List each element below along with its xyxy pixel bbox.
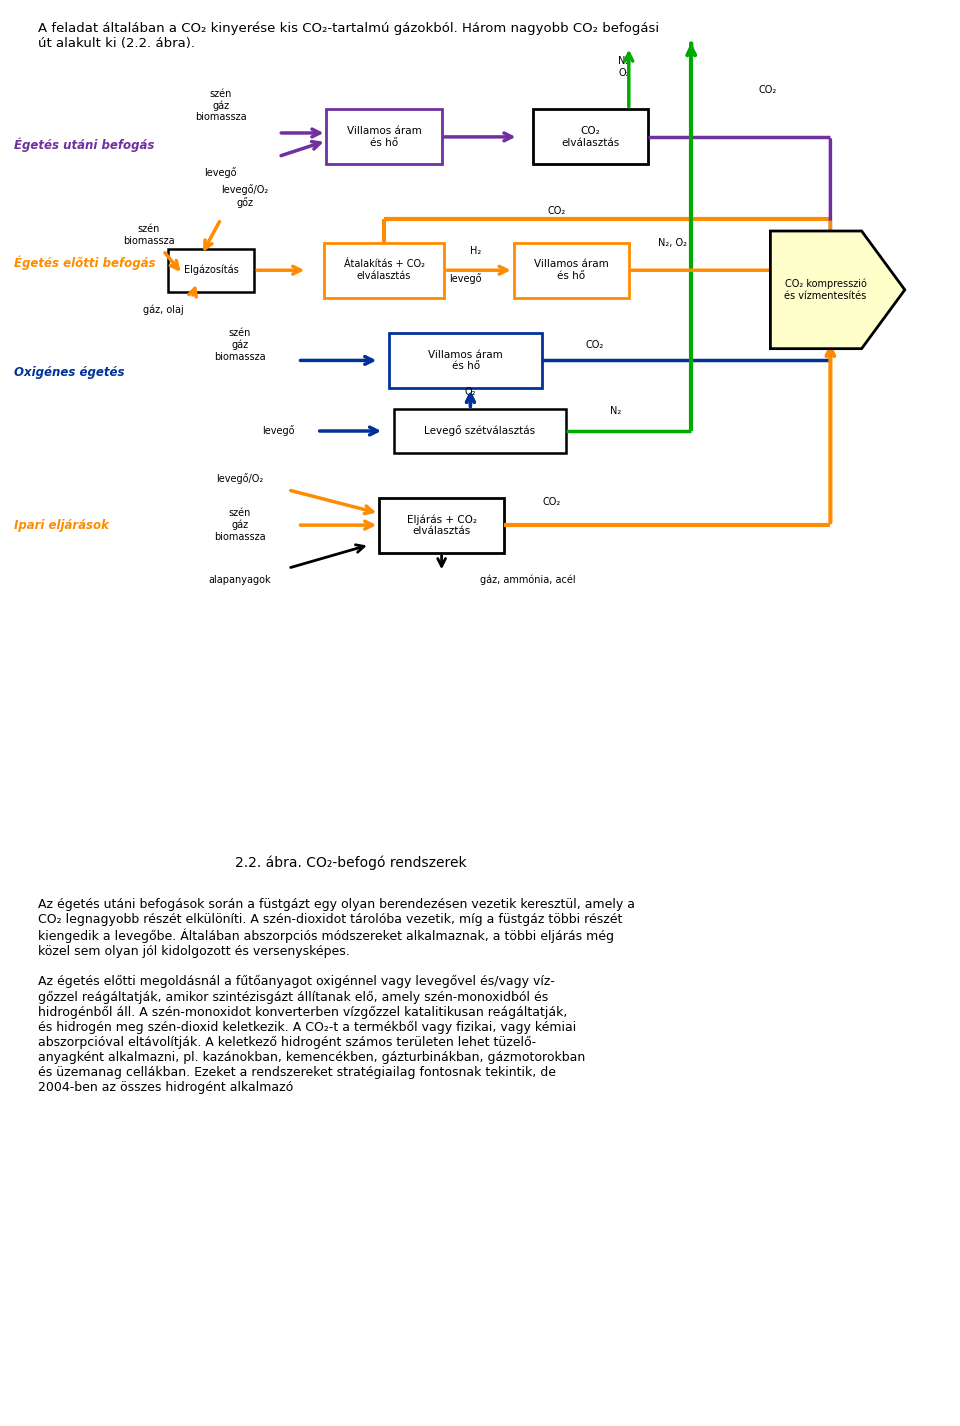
- FancyBboxPatch shape: [514, 242, 629, 298]
- Text: Az égetés utáni befogások során a füstgázt egy olyan berendezésen vezetik keresz: Az égetés utáni befogások során a füstgá…: [38, 898, 636, 1094]
- FancyBboxPatch shape: [379, 498, 504, 553]
- Text: N₂, O₂: N₂, O₂: [658, 238, 686, 248]
- Text: levegő/O₂
gőz: levegő/O₂ gőz: [221, 184, 269, 208]
- Text: Elgázosítás: Elgázosítás: [183, 265, 239, 275]
- FancyBboxPatch shape: [326, 110, 442, 164]
- Text: szén
gáz
biomassza: szén gáz biomassza: [195, 88, 247, 123]
- Text: CO₂ kompresszió
és vízmentesítés: CO₂ kompresszió és vízmentesítés: [784, 279, 867, 301]
- Text: O₂: O₂: [618, 68, 630, 78]
- Polygon shape: [771, 231, 904, 349]
- Text: CO₂: CO₂: [758, 84, 778, 96]
- Text: 2.2. ábra. CO₂-befogó rendszerek: 2.2. ábra. CO₂-befogó rendszerek: [234, 856, 467, 870]
- Text: levegő: levegő: [262, 425, 295, 436]
- Text: N₂: N₂: [618, 56, 630, 67]
- Text: Égetés előtti befogás: Égetés előtti befogás: [14, 255, 156, 270]
- Text: Eljárás + CO₂
elválasztás: Eljárás + CO₂ elválasztás: [407, 515, 476, 536]
- Text: Ipari eljárások: Ipari eljárások: [14, 519, 109, 532]
- Text: Átalakítás + CO₂
elválasztás: Átalakítás + CO₂ elválasztás: [344, 260, 424, 281]
- Text: Égetés utáni befogás: Égetés utáni befogás: [14, 137, 155, 153]
- FancyBboxPatch shape: [324, 242, 444, 298]
- Text: alapanyagok: alapanyagok: [208, 575, 272, 585]
- Text: A feladat általában a CO₂ kinyerése kis CO₂-tartalmú gázokból. Három nagyobb CO: A feladat általában a CO₂ kinyerése kis…: [38, 21, 660, 50]
- Text: Villamos áram
és hő: Villamos áram és hő: [428, 349, 503, 371]
- Text: szén
gáz
biomassza: szén gáz biomassza: [214, 328, 266, 362]
- Text: Oxigénes égetés: Oxigénes égetés: [14, 365, 125, 379]
- Text: O₂: O₂: [465, 386, 476, 396]
- Text: levegő/O₂: levegő/O₂: [216, 472, 264, 483]
- Text: szén
biomassza: szén biomassza: [123, 224, 175, 245]
- FancyBboxPatch shape: [533, 110, 648, 164]
- Text: CO₂: CO₂: [586, 339, 604, 349]
- Text: Villamos áram
és hő: Villamos áram és hő: [534, 260, 609, 281]
- Text: szén
gáz
biomassza: szén gáz biomassza: [214, 508, 266, 542]
- FancyBboxPatch shape: [168, 248, 254, 292]
- FancyBboxPatch shape: [389, 334, 542, 388]
- Text: levegő: levegő: [449, 272, 482, 284]
- Text: CO₂: CO₂: [542, 496, 561, 506]
- FancyBboxPatch shape: [394, 409, 566, 452]
- Text: gáz, olaj: gáz, olaj: [143, 304, 183, 315]
- Text: Levegő szétválasztás: Levegő szétválasztás: [424, 425, 536, 436]
- Text: N₂: N₂: [610, 406, 621, 416]
- Text: H₂: H₂: [469, 245, 481, 255]
- Text: levegő: levegő: [204, 167, 237, 178]
- Text: Villamos áram
és hő: Villamos áram és hő: [347, 125, 421, 148]
- Text: CO₂: CO₂: [547, 207, 566, 217]
- Text: CO₂
elválasztás: CO₂ elválasztás: [562, 125, 619, 148]
- Text: gáz, ammónia, acél: gáz, ammónia, acél: [480, 575, 576, 585]
